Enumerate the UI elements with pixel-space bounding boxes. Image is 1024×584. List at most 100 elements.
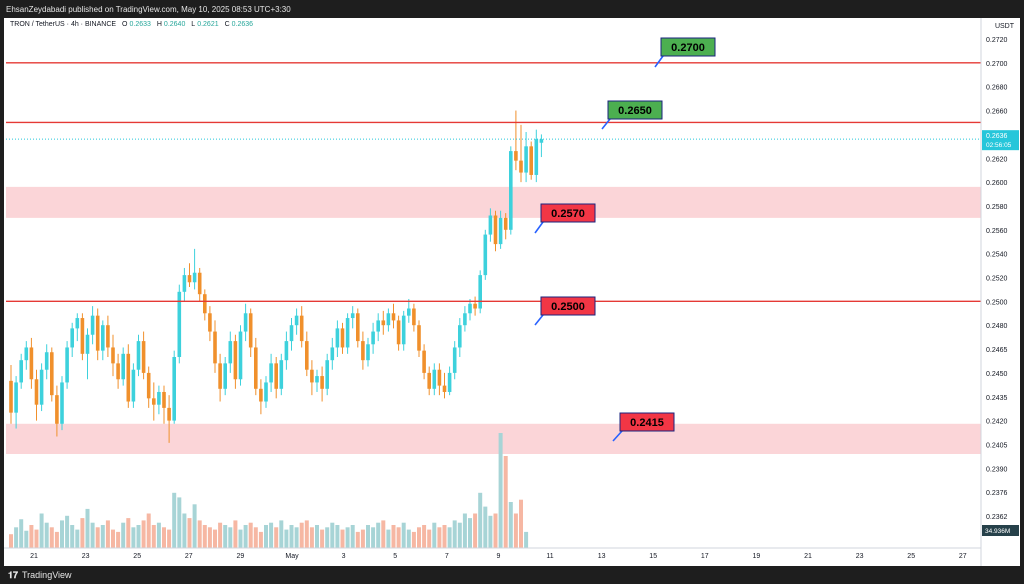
candle-body [121, 353, 125, 380]
label-pointer [601, 118, 611, 130]
candle [330, 337, 335, 370]
price-chart[interactable]: 0.2700 0.2650 0.2570 0.2500 0.2415 0.2720 0.2… [4, 18, 1020, 566]
volume-bar [406, 529, 411, 548]
volume-bar [258, 531, 263, 548]
zone-0 [6, 186, 981, 218]
candle [172, 350, 176, 424]
candle-body [534, 139, 539, 175]
volume-bar [233, 520, 238, 548]
volume-bar [49, 527, 54, 548]
volume-bar [284, 529, 289, 548]
low-value: 0.2621 [197, 21, 219, 28]
candle [442, 372, 447, 399]
candle-body [187, 275, 192, 283]
candle-body [90, 315, 95, 335]
zone-1 [6, 423, 981, 454]
candle-body [95, 315, 100, 351]
footer-brand[interactable]: TradingView [22, 570, 72, 580]
volume-bar [401, 522, 406, 548]
volume-bar [366, 525, 370, 548]
candle-body [294, 315, 299, 326]
candle-body [524, 146, 528, 173]
candle-body [310, 369, 314, 383]
current-price-badge: 0.2636 02:56:05 [982, 130, 1019, 151]
chart-frame: TRON / TetherUS · 4h · BINANCE O 0.2633 … [4, 18, 1020, 566]
volume-bar [483, 506, 488, 548]
candle [315, 369, 319, 392]
candle-body [330, 347, 335, 361]
price-label-1[interactable]: 0.2650 [601, 100, 663, 130]
candle [116, 353, 120, 389]
candle [284, 331, 289, 370]
price-label-4[interactable]: 0.2415 [612, 412, 675, 442]
candle-body [111, 347, 115, 364]
volume-bar [111, 529, 115, 548]
candle-body [412, 308, 416, 326]
candle [305, 331, 309, 377]
candle-body [172, 357, 176, 421]
candle [452, 341, 457, 380]
publisher-line: EhsanZeydabadi published on TradingView.… [6, 4, 291, 14]
candle [19, 353, 23, 389]
volume-bar [116, 531, 121, 548]
volume-bar [309, 527, 314, 548]
candle-body [85, 334, 90, 354]
candle-body [14, 382, 18, 413]
volume-badge: 34.936M [982, 525, 1019, 536]
volume-bar [70, 525, 75, 548]
candle-body [452, 347, 457, 373]
label-text: 0.2500 [551, 301, 585, 313]
price-badge-box [982, 130, 1019, 151]
volume-bar [156, 522, 161, 548]
volume-bar [503, 456, 508, 548]
candle-body [345, 318, 350, 348]
candle [371, 322, 375, 354]
candle-body [34, 379, 39, 405]
candle-body [503, 217, 508, 230]
volume-badge-box [982, 525, 1019, 536]
time-tick-label: 9 [496, 553, 500, 560]
price-label-3[interactable]: 0.2500 [534, 296, 596, 326]
candle [213, 320, 217, 373]
candle-body [75, 318, 80, 329]
time-tick-label: 3 [342, 553, 346, 560]
candle [192, 248, 197, 290]
price-tick-label: 0.2600 [986, 180, 1008, 187]
candle [396, 315, 401, 351]
candle [126, 344, 131, 408]
candle [14, 376, 18, 429]
price-tick-label: 0.2660 [986, 109, 1008, 116]
candle [90, 306, 95, 345]
tradingview-logo-icon[interactable]: 𝟏𝟕 [8, 569, 19, 580]
price-label-0[interactable]: 0.2700 [654, 37, 716, 68]
volume-bar [218, 522, 223, 548]
volume-bar [228, 527, 233, 548]
volume-bar [391, 525, 396, 548]
volume-bar [452, 520, 457, 548]
candle [407, 298, 411, 323]
price-tick-label: 0.2450 [986, 371, 1008, 378]
candle-body [167, 407, 171, 421]
candle [223, 357, 227, 396]
volume-bar [442, 525, 447, 548]
candle-body [514, 151, 518, 161]
candle-body [289, 325, 294, 342]
candle-body [218, 363, 222, 389]
candle-body [19, 360, 23, 383]
price-label-2[interactable]: 0.2570 [534, 203, 596, 234]
volume-bar [19, 519, 24, 548]
volume-bar [95, 527, 100, 548]
candle [24, 341, 29, 370]
candle [310, 360, 314, 396]
close-value: 0.2636 [231, 21, 254, 28]
candle [463, 306, 467, 332]
volume-bar [269, 522, 274, 548]
candle-body [259, 388, 263, 402]
candle [55, 385, 59, 437]
symbol-title[interactable]: TRON / TetherUS · 4h · BINANCE [10, 21, 117, 28]
time-tick-label: 29 [237, 553, 245, 560]
candle-body [315, 376, 319, 383]
candle [218, 353, 222, 402]
candle [243, 303, 248, 342]
volume-bar [192, 504, 197, 548]
